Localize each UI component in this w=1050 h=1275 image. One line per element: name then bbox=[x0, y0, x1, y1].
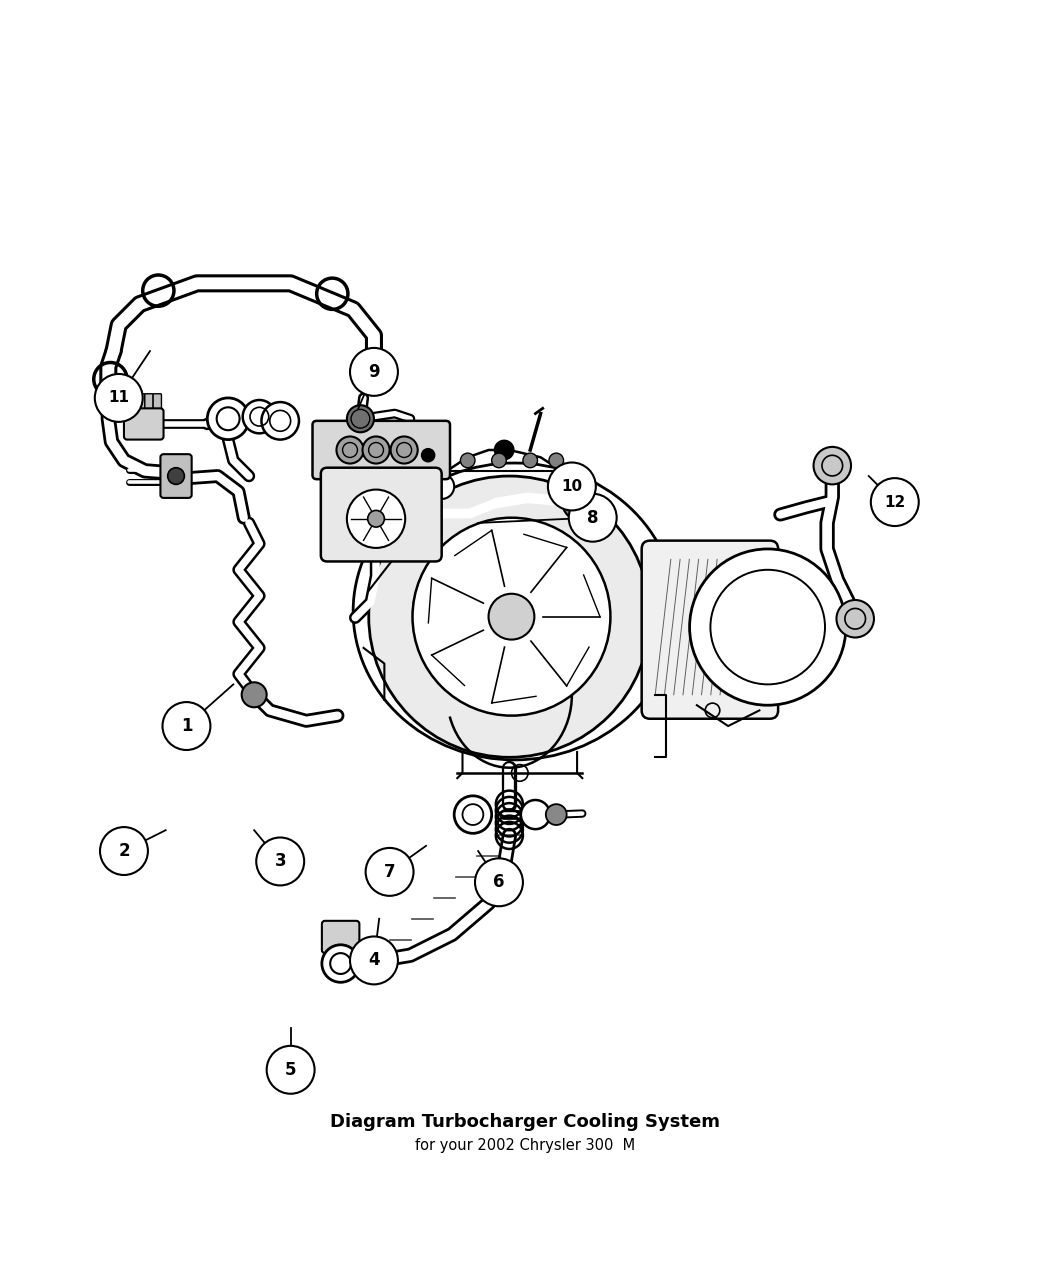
Circle shape bbox=[870, 478, 919, 527]
Text: 6: 6 bbox=[494, 873, 505, 891]
Circle shape bbox=[336, 436, 363, 464]
Circle shape bbox=[322, 945, 359, 982]
Circle shape bbox=[369, 476, 650, 757]
Circle shape bbox=[261, 402, 299, 440]
Circle shape bbox=[350, 348, 398, 395]
Circle shape bbox=[548, 463, 595, 510]
FancyBboxPatch shape bbox=[124, 408, 164, 440]
FancyBboxPatch shape bbox=[153, 394, 162, 414]
Circle shape bbox=[362, 436, 390, 464]
Circle shape bbox=[491, 453, 506, 468]
Circle shape bbox=[267, 1046, 315, 1094]
Circle shape bbox=[523, 453, 538, 468]
Circle shape bbox=[100, 827, 148, 875]
Text: 7: 7 bbox=[383, 863, 396, 881]
Circle shape bbox=[346, 490, 405, 548]
Circle shape bbox=[429, 474, 455, 499]
Circle shape bbox=[413, 518, 610, 715]
Text: Diagram Turbocharger Cooling System: Diagram Turbocharger Cooling System bbox=[330, 1113, 720, 1131]
FancyBboxPatch shape bbox=[145, 394, 153, 414]
Text: for your 2002 Chrysler 300  M: for your 2002 Chrysler 300 M bbox=[415, 1139, 635, 1154]
FancyBboxPatch shape bbox=[161, 454, 192, 499]
Text: 4: 4 bbox=[369, 951, 380, 969]
Text: 11: 11 bbox=[108, 390, 129, 405]
Text: 12: 12 bbox=[884, 495, 905, 510]
Circle shape bbox=[391, 436, 418, 464]
Circle shape bbox=[368, 510, 384, 527]
Circle shape bbox=[207, 398, 249, 440]
Circle shape bbox=[346, 405, 374, 432]
Circle shape bbox=[168, 468, 185, 484]
Circle shape bbox=[455, 796, 491, 834]
Circle shape bbox=[488, 594, 534, 640]
FancyBboxPatch shape bbox=[642, 541, 778, 719]
Circle shape bbox=[494, 440, 514, 460]
Circle shape bbox=[242, 682, 267, 708]
Circle shape bbox=[837, 601, 874, 638]
FancyBboxPatch shape bbox=[128, 394, 136, 414]
Text: 1: 1 bbox=[181, 717, 192, 736]
Circle shape bbox=[563, 487, 595, 520]
Circle shape bbox=[243, 400, 276, 434]
Circle shape bbox=[460, 453, 475, 468]
Text: 3: 3 bbox=[274, 853, 286, 871]
Circle shape bbox=[690, 550, 846, 705]
Circle shape bbox=[521, 799, 550, 829]
Circle shape bbox=[350, 936, 398, 984]
Text: 10: 10 bbox=[562, 479, 583, 493]
Circle shape bbox=[421, 448, 436, 463]
Text: 2: 2 bbox=[119, 842, 130, 861]
FancyBboxPatch shape bbox=[313, 421, 450, 479]
Circle shape bbox=[256, 838, 304, 885]
FancyBboxPatch shape bbox=[136, 394, 145, 414]
Circle shape bbox=[549, 453, 564, 468]
Text: 8: 8 bbox=[587, 509, 598, 527]
Circle shape bbox=[163, 703, 210, 750]
Text: 5: 5 bbox=[285, 1061, 296, 1079]
Circle shape bbox=[814, 446, 852, 485]
FancyBboxPatch shape bbox=[322, 921, 359, 954]
Circle shape bbox=[569, 493, 616, 542]
Text: 9: 9 bbox=[369, 363, 380, 381]
FancyBboxPatch shape bbox=[321, 468, 442, 561]
Circle shape bbox=[365, 848, 414, 896]
Circle shape bbox=[94, 374, 143, 422]
Circle shape bbox=[546, 805, 567, 825]
Circle shape bbox=[475, 858, 523, 907]
